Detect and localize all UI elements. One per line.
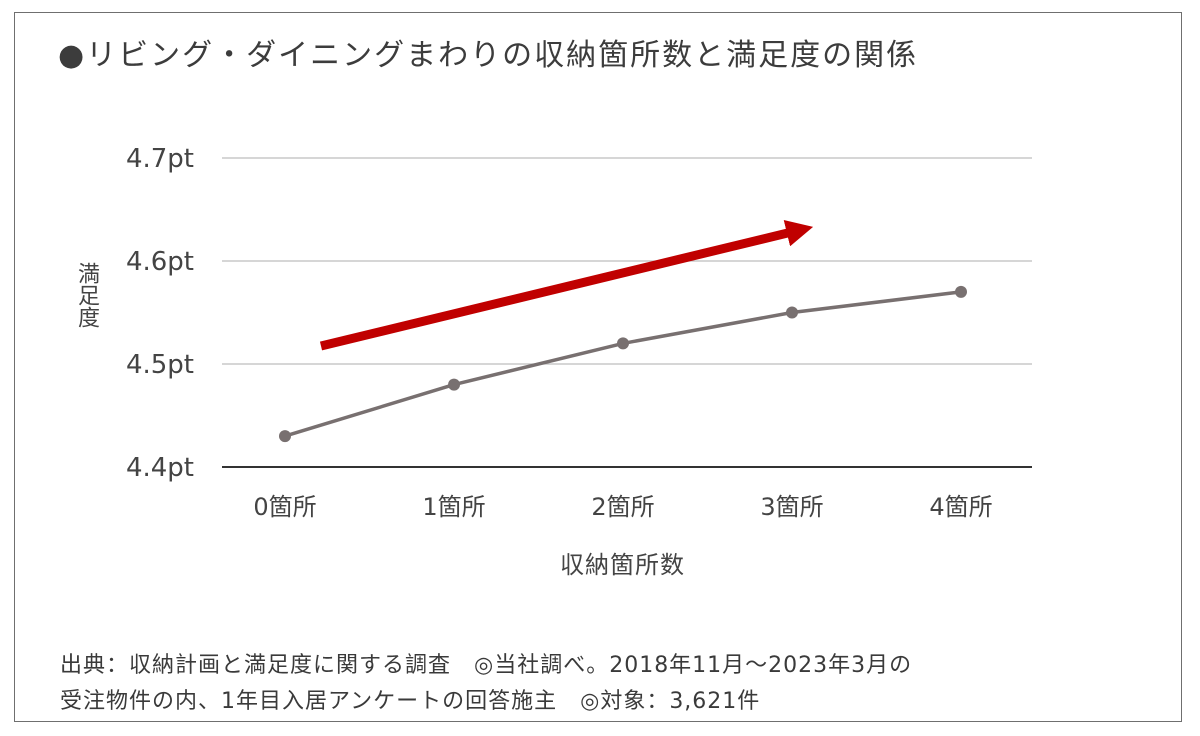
x-tick-label: 3箇所 [760, 493, 823, 521]
source-line-2: 受注物件の内、1年目入居アンケートの回答施主 ◎対象：3,621件 [60, 689, 761, 714]
data-point [279, 430, 291, 443]
chart-title: ●リビング・ダイニングまわりの収納箇所数と満足度の関係 [58, 38, 919, 73]
data-point [448, 378, 460, 391]
source-line-1: 出典：収納計画と満足度に関する調査 ◎当社調べ。2018年11月～2023年3月… [60, 653, 913, 678]
y-tick-label: 4.4pt [126, 453, 194, 483]
x-axis-label: 収納箇所数 [560, 551, 685, 579]
y-tick-label: 4.7pt [126, 144, 194, 174]
y-tick-label: 4.5pt [126, 350, 194, 380]
y-axis-label: 満足度 [74, 262, 99, 328]
data-point [617, 337, 629, 350]
x-tick-label: 4箇所 [929, 493, 992, 521]
x-tick-label: 0箇所 [253, 493, 316, 521]
source-note: 出典：収納計画と満足度に関する調査 ◎当社調べ。2018年11月～2023年3月… [60, 648, 912, 720]
y-tick-label: 4.6pt [126, 247, 194, 277]
data-point [786, 306, 798, 319]
x-tick-label: 1箇所 [422, 493, 485, 521]
chart-frame [14, 12, 1182, 722]
data-point [955, 285, 967, 298]
trend-arrow [319, 220, 814, 351]
x-tick-label: 2箇所 [591, 493, 654, 521]
